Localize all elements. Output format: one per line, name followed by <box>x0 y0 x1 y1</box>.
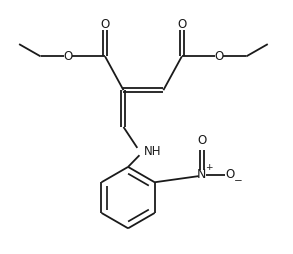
Text: O: O <box>64 50 73 63</box>
Text: NH: NH <box>144 145 162 158</box>
Text: O: O <box>100 18 110 31</box>
Text: +: + <box>205 163 212 172</box>
Text: O: O <box>226 168 235 181</box>
Text: O: O <box>214 50 223 63</box>
Text: −: − <box>234 176 242 186</box>
Text: O: O <box>177 18 186 31</box>
Text: N: N <box>197 168 207 181</box>
Text: O: O <box>197 134 206 147</box>
